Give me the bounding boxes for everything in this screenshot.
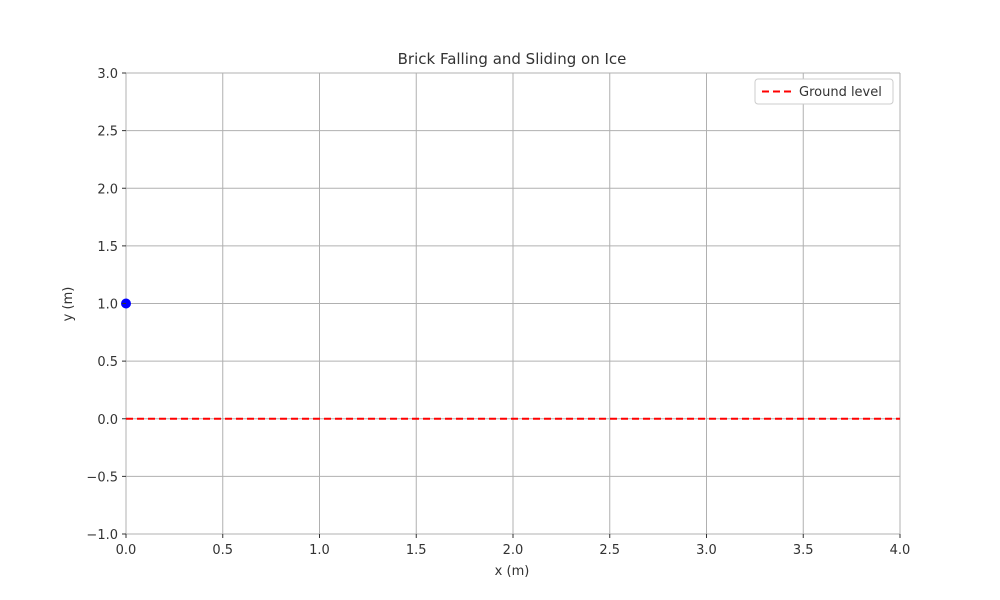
legend: Ground level [754, 78, 894, 105]
y-tick-label: 2.0 [97, 182, 118, 197]
x-tick-label: 1.0 [309, 543, 330, 558]
x-tick-label: 3.5 [793, 543, 814, 558]
x-tick-label: 0.0 [116, 543, 137, 558]
legend-box [754, 78, 894, 105]
x-axis-ticks: 0.0 0.5 1.0 1.5 2.0 2.5 3.0 3.5 4.0 [116, 534, 911, 558]
y-axis-ticks: −1.0 −0.5 0.0 0.5 1.0 1.5 2.0 2.5 3.0 [86, 67, 126, 543]
plot-area: 0.0 0.5 1.0 1.5 2.0 2.5 3.0 3.5 4.0 −1.0−0.50.00… [86, 67, 910, 558]
y-tick-label: −1.0 [86, 528, 118, 543]
y-tick-label: 0.0 [97, 413, 118, 428]
x-tick-label: 4.0 [890, 543, 911, 558]
y-tick-label: 2.5 [97, 125, 118, 140]
chart-title: Brick Falling and Sliding on Ice [398, 50, 627, 68]
x-tick-label: 3.0 [696, 543, 717, 558]
y-tick-label: 3.0 [97, 67, 118, 82]
x-tick-label: 1.5 [406, 543, 427, 558]
y-tick-label: 1.5 [97, 240, 118, 255]
x-tick-label: 0.5 [212, 543, 233, 558]
legend-label-ground-level: Ground level [799, 85, 882, 100]
x-axis-title: x (m) [495, 564, 530, 579]
x-tick-label: 2.5 [599, 543, 620, 558]
y-axis-title: y (m) [61, 287, 76, 322]
y-tick-label: 1.0 [97, 298, 118, 313]
y-tick-label: −0.5 [86, 470, 118, 485]
y-tick-label: 0.5 [97, 355, 118, 370]
x-tick-label: 2.0 [503, 543, 524, 558]
